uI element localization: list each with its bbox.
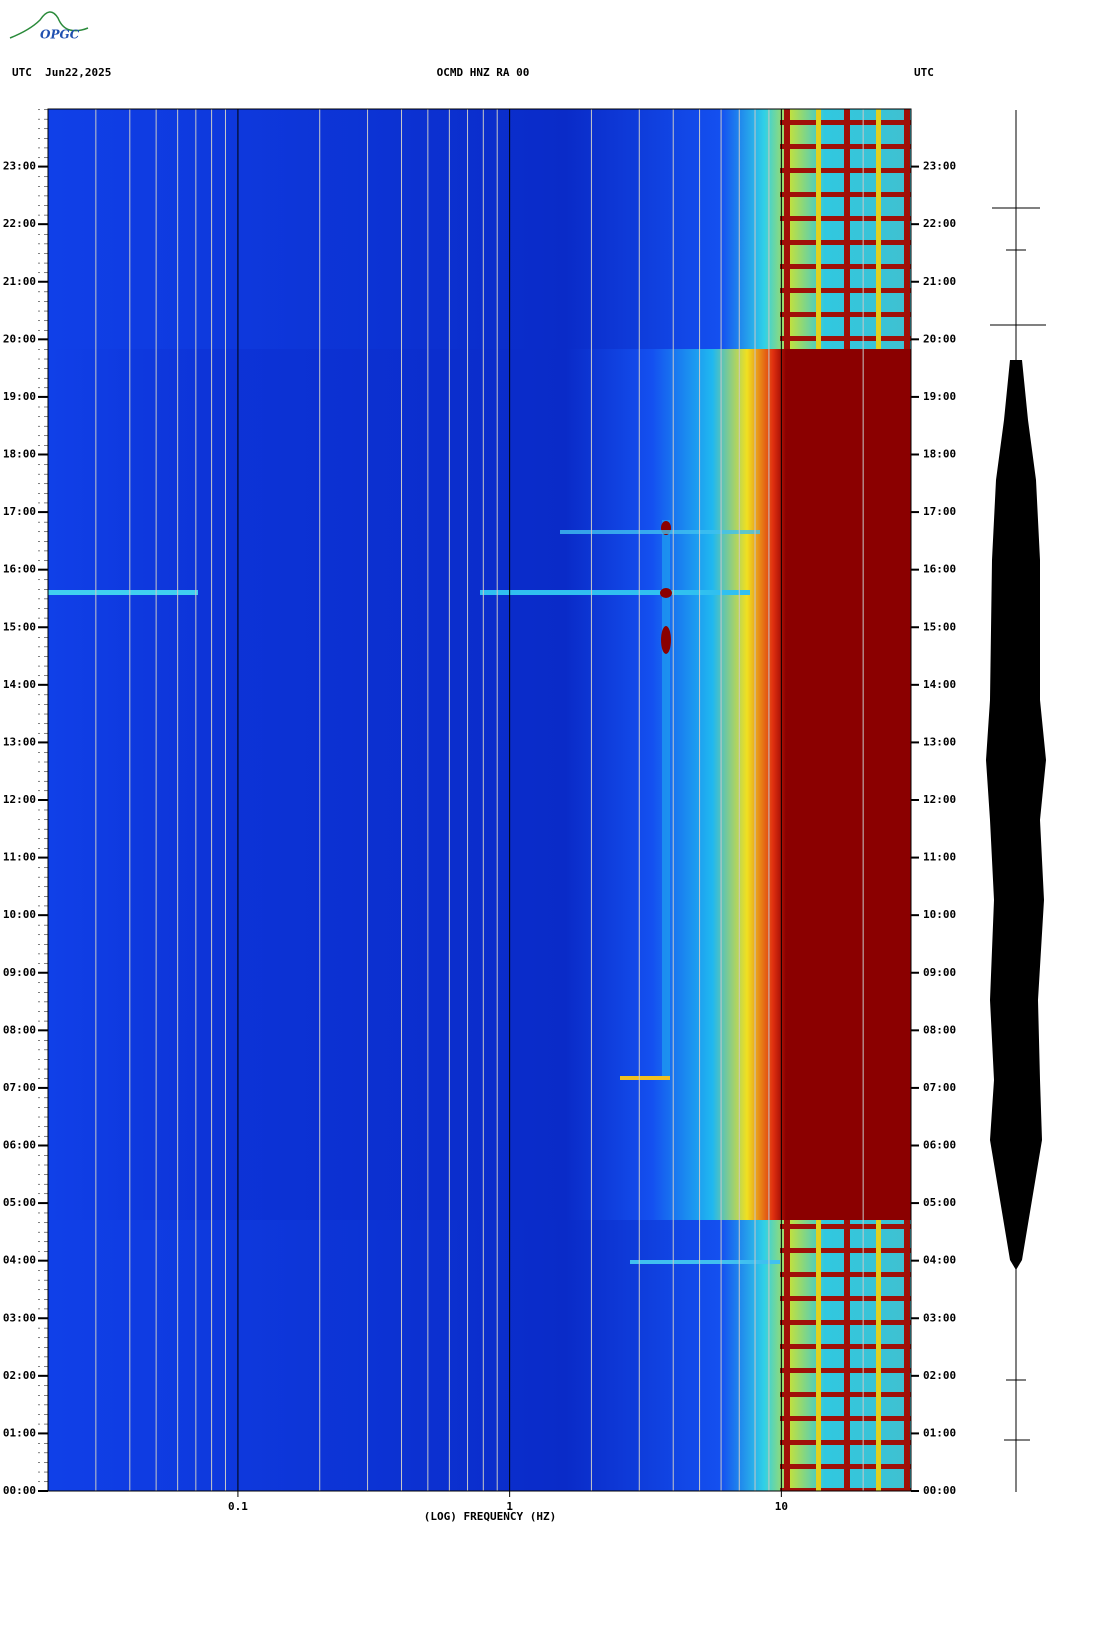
logo-text: OPGC xyxy=(40,28,80,42)
y-tick-label-right: 09:00 xyxy=(923,966,956,979)
y-tick-label: 17:00 xyxy=(3,505,36,518)
y-tick-label-right: 04:00 xyxy=(923,1254,956,1267)
y-tick-label: 12:00 xyxy=(3,793,36,806)
y-tick-label-right: 22:00 xyxy=(923,217,956,230)
y-tick-label: 09:00 xyxy=(3,966,36,979)
title-left: UTC Jun22,2025 xyxy=(12,66,111,79)
y-tick-label: 08:00 xyxy=(3,1023,36,1036)
y-tick-label: 06:00 xyxy=(3,1139,36,1152)
y-tick-label: 16:00 xyxy=(3,563,36,576)
y-tick-label: 23:00 xyxy=(3,160,36,173)
title-right: UTC xyxy=(914,66,934,79)
y-tick-label-right: 02:00 xyxy=(923,1369,956,1382)
y-tick-label-right: 08:00 xyxy=(923,1023,956,1036)
y-tick-label-right: 12:00 xyxy=(923,793,956,806)
x-tick-label: 10 xyxy=(775,1500,788,1513)
grid xyxy=(95,109,864,1491)
y-tick-label-right: 06:00 xyxy=(923,1139,956,1152)
y-tick-label-right: 17:00 xyxy=(923,505,956,518)
y-tick-label-right: 21:00 xyxy=(923,275,956,288)
logo: OPGC xyxy=(9,11,89,42)
y-tick-label-right: 10:00 xyxy=(923,908,956,921)
y-tick-label-right: 03:00 xyxy=(923,1311,956,1324)
y-tick-label-right: 16:00 xyxy=(923,563,956,576)
y-tick-label: 11:00 xyxy=(3,851,36,864)
y-tick-label: 15:00 xyxy=(3,620,36,633)
y-tick-label: 21:00 xyxy=(3,275,36,288)
y-tick-label: 13:00 xyxy=(3,735,36,748)
y-tick-label: 18:00 xyxy=(3,448,36,461)
y-tick-label-right: 00:00 xyxy=(923,1484,956,1497)
y-tick-label: 10:00 xyxy=(3,908,36,921)
y-tick-label-right: 05:00 xyxy=(923,1196,956,1209)
y-tick-label: 20:00 xyxy=(3,332,36,345)
y-tick-label-right: 18:00 xyxy=(923,448,956,461)
y-tick-label: 14:00 xyxy=(3,678,36,691)
y-tick-label: 04:00 xyxy=(3,1254,36,1267)
seismogram xyxy=(986,110,1046,1492)
x-axis-label: (LOG) FREQUENCY (HZ) xyxy=(424,1510,556,1523)
spectrogram xyxy=(48,109,911,1491)
y-tick-label: 01:00 xyxy=(3,1426,36,1439)
y-tick-label-right: 15:00 xyxy=(923,620,956,633)
y-tick-label: 03:00 xyxy=(3,1311,36,1324)
x-tick-label: 1 xyxy=(506,1500,513,1513)
y-tick-label: 05:00 xyxy=(3,1196,36,1209)
y-tick-label: 02:00 xyxy=(3,1369,36,1382)
y-tick-label-right: 07:00 xyxy=(923,1081,956,1094)
y-tick-label-right: 11:00 xyxy=(923,851,956,864)
y-tick-label: 19:00 xyxy=(3,390,36,403)
y-tick-label-right: 19:00 xyxy=(923,390,956,403)
y-tick-label-right: 01:00 xyxy=(923,1426,956,1439)
x-tick-label: 0.1 xyxy=(228,1500,248,1513)
y-tick-label-right: 14:00 xyxy=(923,678,956,691)
y-tick-label-right: 23:00 xyxy=(923,160,956,173)
y-tick-label: 07:00 xyxy=(3,1081,36,1094)
y-tick-label: 00:00 xyxy=(3,1484,36,1497)
y-tick-label: 22:00 xyxy=(3,217,36,230)
y-tick-label-right: 13:00 xyxy=(923,735,956,748)
chart-title: OCMD HNZ RA 00 xyxy=(437,66,530,79)
y-tick-label-right: 20:00 xyxy=(923,332,956,345)
